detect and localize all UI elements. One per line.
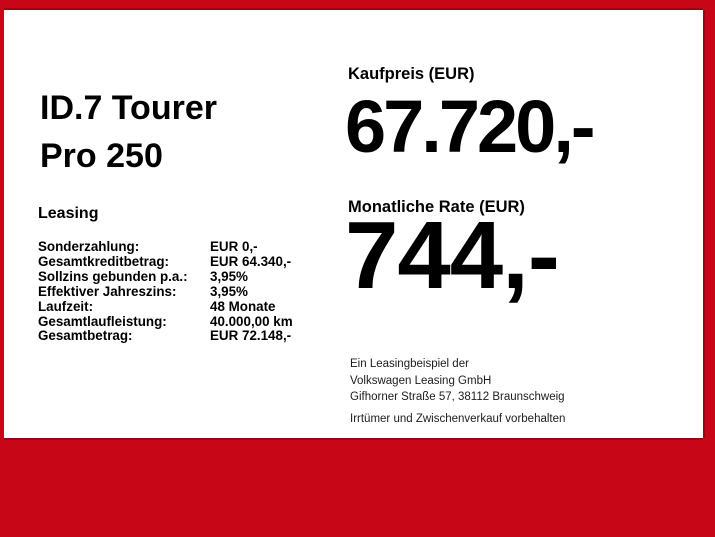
row-label: Sonderzahlung:: [38, 239, 140, 254]
disclaimer: Ein Leasingbeispiel der Volkswagen Leasi…: [350, 356, 565, 428]
row-value: 3,95%: [210, 268, 248, 284]
row-value: 40.000,00 km: [210, 313, 293, 329]
table-row: Laufzeit: 48 Monate: [38, 298, 293, 315]
price-card: ID.7 Tourer Pro 250 Leasing Sonderzahlun…: [4, 10, 703, 438]
row-value: 48 Monate: [210, 298, 276, 314]
disclaimer-line: Gifhorner Straße 57, 38112 Braunschweig: [350, 391, 565, 404]
table-row: Sollzins gebunden p.a.: 3,95%: [38, 268, 293, 285]
disclaimer-line: Ein Leasingbeispiel der: [350, 358, 469, 370]
table-row: Gesamtkreditbetrag: EUR 64.340,-: [38, 253, 293, 270]
vehicle-title-line1: ID.7 Tourer: [40, 89, 217, 127]
disclaimer-note: Irrtümer und Zwischenverkauf vorbehalten: [350, 413, 566, 426]
vehicle-title-line2: Pro 250: [40, 137, 163, 175]
monthly-rate-value: 744,-: [345, 202, 560, 309]
row-value: EUR 64.340,-: [210, 253, 292, 269]
vehicle-title: ID.7 Tourer Pro 250: [40, 84, 217, 180]
row-label: Laufzeit:: [38, 298, 94, 314]
table-row: Gesamtbetrag: EUR 72.148,-: [38, 329, 293, 344]
disclaimer-line: Volkswagen Leasing GmbH: [350, 374, 492, 387]
row-label: Gesamtlaufleistung:: [38, 313, 167, 329]
row-value: EUR 0,-: [210, 239, 258, 254]
table-row: Effektiver Jahreszins: 3,95%: [38, 283, 293, 300]
purchase-price-value: 67.720,-: [345, 85, 596, 168]
row-value: EUR 72.148,-: [210, 328, 292, 344]
row-label: Gesamtkreditbetrag:: [38, 253, 169, 269]
row-label: Sollzins gebunden p.a.:: [38, 268, 188, 284]
table-row: Gesamtlaufleistung: 40.000,00 km: [38, 313, 293, 330]
purchase-price-label: Kaufpreis (EUR): [348, 65, 475, 83]
leasing-heading: Leasing: [38, 205, 99, 222]
monthly-rate-label: Monatliche Rate (EUR): [348, 198, 525, 216]
row-label: Effektiver Jahreszins:: [38, 283, 177, 299]
row-label: Gesamtbetrag:: [38, 328, 133, 344]
table-row: Sonderzahlung: EUR 0,-: [38, 239, 293, 255]
leasing-table: Sonderzahlung: EUR 0,- Gesamtkreditbetra…: [38, 239, 293, 344]
row-value: 3,95%: [210, 283, 248, 299]
